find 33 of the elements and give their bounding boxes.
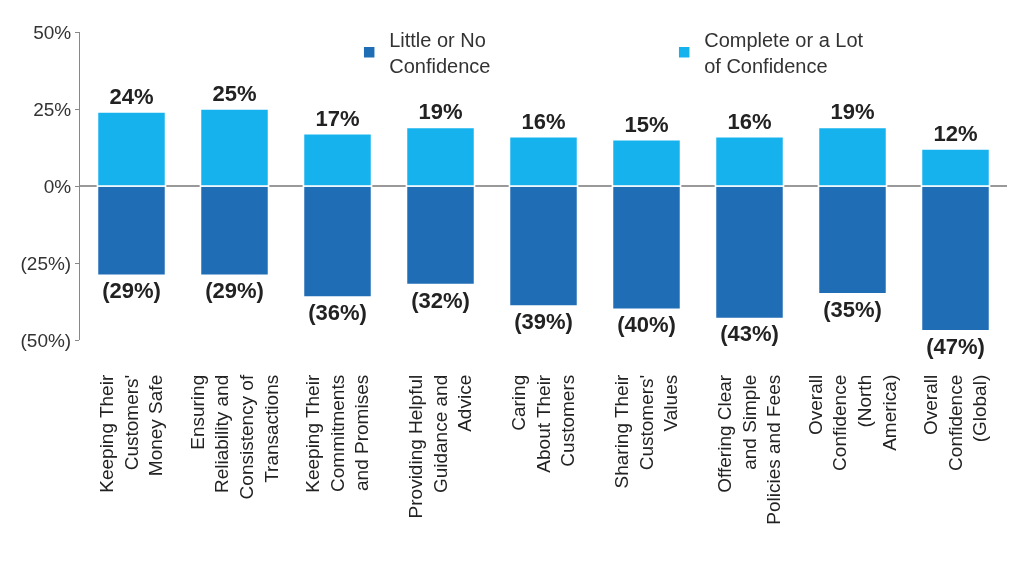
data-label: 16% [521, 108, 566, 134]
data-label: (39%) [514, 309, 573, 335]
data-label: 12% [933, 121, 978, 147]
data-label: 17% [315, 105, 360, 131]
x-tick-label: Ensuring Reliability and Consistency of Transactions [186, 374, 282, 500]
data-label: 19% [418, 99, 463, 125]
data-label: 25% [212, 81, 257, 106]
x-tick-label: Keeping Their Commitments and Promises [301, 374, 373, 493]
data-label: (29%) [102, 278, 161, 304]
y-tick-label: 25% [33, 98, 72, 120]
data-label: (43%) [720, 321, 779, 347]
x-tick-label: Caring About Their Customers [507, 374, 579, 473]
x-tick-label: Offering Clear and Simple Policies and Fees [713, 374, 785, 525]
data-label: 19% [830, 99, 875, 125]
y-tick-label: 0% [43, 175, 72, 197]
data-label: 24% [109, 84, 154, 110]
data-label: (32%) [411, 287, 470, 313]
data-label: 16% [727, 108, 772, 134]
x-tick-label: Overall Confidence (North America) [804, 374, 900, 471]
y-tick-label: (25%) [20, 252, 72, 274]
y-tick-label: (50%) [20, 329, 72, 351]
y-tick-label: 50% [33, 21, 72, 43]
legend-label: Complete or a Lot of Confidence [704, 28, 864, 77]
data-label: (36%) [308, 299, 367, 325]
data-label: (40%) [617, 312, 676, 338]
x-tick-label: Overall Confidence (Global) [919, 374, 991, 471]
data-label: (35%) [823, 296, 882, 322]
legend-label: Little or No Confidence [389, 28, 491, 77]
x-tick-label: Keeping Their Customers' Money Safe [95, 374, 167, 493]
data-label: (29%) [205, 278, 264, 304]
data-label: (47%) [926, 333, 985, 359]
data-label: 15% [624, 111, 669, 137]
x-tick-label: Sharing Their Customers' Values [610, 374, 682, 489]
